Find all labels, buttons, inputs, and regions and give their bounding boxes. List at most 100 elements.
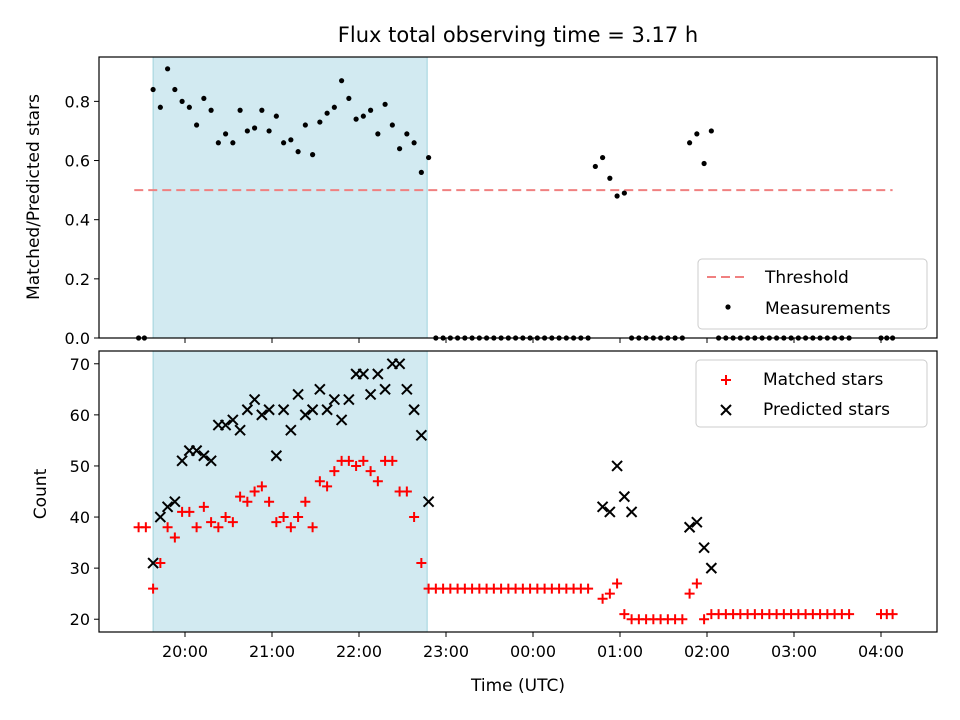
y-tick-label: 30 (70, 559, 90, 578)
predicted-star-point (393, 358, 406, 370)
matched-star-point (597, 593, 608, 604)
measurement-point (266, 128, 272, 134)
measurement-point (208, 107, 214, 113)
predicted-star-point (292, 388, 304, 401)
matched-star-point (416, 558, 427, 569)
matched-star-point (604, 588, 615, 599)
predicted-star-point (618, 490, 631, 503)
predicted-star-point (248, 393, 261, 406)
y-tick-label: 20 (70, 610, 90, 629)
measurement-point (687, 140, 693, 146)
matched-star-point (699, 614, 710, 625)
ratio-panel: 0.0 0.2 0.4 0.6 0.8 Threshold Measurements (65, 56, 938, 348)
measurement-point (194, 122, 200, 128)
predicted-star-point (263, 404, 275, 416)
predicted-star-point (227, 414, 239, 426)
measurement-point (592, 163, 598, 170)
predicted-star-point (596, 501, 609, 513)
predicted-star-point (256, 409, 268, 421)
matched-star-point (278, 512, 289, 523)
matched-star-point (227, 517, 238, 528)
legend-measurement-swatch (725, 304, 731, 310)
predicted-star-point (314, 383, 326, 396)
y-tick-label: 40 (70, 508, 90, 527)
matched-star-point (677, 614, 688, 625)
ratio-y-axis-label: Matched/Predicted stars (24, 94, 44, 300)
predicted-star-point (205, 455, 217, 467)
x-axis-label: Time (UTC) (470, 676, 565, 696)
measurement-point (157, 104, 163, 110)
measurement-point (259, 107, 265, 113)
measurement-point (607, 175, 613, 181)
matched-star-point (264, 496, 275, 507)
matched-star-point (887, 609, 898, 620)
legend-measurement-label: Measurements (765, 299, 891, 319)
matched-star-point (401, 486, 412, 497)
predicted-star-point (401, 383, 413, 396)
matched-star-point (307, 522, 318, 533)
matched-star-point (242, 496, 253, 507)
observing-span (152, 56, 428, 339)
x-tick-label: 23:00 (423, 642, 469, 661)
matched-star-point (198, 501, 209, 512)
predicted-star-point (705, 562, 718, 574)
y-tick-label: 0.4 (65, 211, 90, 230)
matched-star-point (169, 532, 180, 543)
measurement-point (382, 101, 388, 107)
x-tick-label: 21:00 (249, 642, 295, 661)
measurement-point (368, 107, 374, 113)
predicted-star-point (625, 506, 638, 518)
chart-title: Flux total observing time = 3.17 h (338, 23, 698, 47)
y-tick-label: 0.6 (65, 152, 90, 171)
predicted-star-point (698, 541, 710, 554)
measurement-point (150, 86, 156, 93)
measurement-point (252, 125, 258, 131)
measurement-point (346, 95, 352, 102)
measurement-point (281, 140, 287, 146)
y-tick-label: 70 (70, 355, 90, 374)
matched-star-point (387, 455, 398, 466)
predicted-star-point (408, 404, 420, 416)
legend-predicted-label: Predicted stars (763, 400, 890, 420)
matched-star-point (691, 578, 702, 589)
measurement-point (426, 154, 432, 161)
matched-star-point (372, 476, 383, 487)
legend-box (695, 359, 928, 428)
matched-star-point (583, 583, 594, 594)
matched-star-point (300, 496, 311, 507)
matched-star-point (148, 583, 159, 594)
measurement-point (621, 190, 627, 196)
matched-star-point (162, 522, 173, 533)
matched-star-point (365, 466, 376, 477)
measurement-point (179, 98, 185, 104)
x-tick-label: 04:00 (858, 642, 904, 661)
x-tick-label: 01:00 (597, 642, 643, 661)
measurement-point (215, 140, 221, 146)
matched-star-point (256, 481, 267, 492)
predicted-star-point (691, 516, 703, 528)
matched-star-point (619, 609, 630, 620)
predicted-star-point (379, 383, 391, 396)
predicted-star-point (683, 521, 696, 533)
x-tick-label: 00:00 (510, 642, 556, 661)
predicted-star-point (190, 444, 203, 457)
measurement-point (186, 104, 192, 110)
predicted-star-point (219, 419, 232, 431)
matched-star-point (140, 522, 151, 533)
matched-star-point (206, 517, 217, 528)
predicted-star-point (198, 450, 210, 462)
legend-matched-swatch (721, 375, 731, 385)
predicted-star-point (611, 460, 623, 472)
x-tick-label: 22:00 (336, 642, 382, 661)
measurement-point (375, 131, 381, 137)
count-panel: 20 30 40 50 60 70 20:00 21:00 22:00 23:00 00:00 01:… (70, 350, 938, 661)
matched-star-point (329, 466, 340, 477)
legend-predicted-swatch (720, 404, 732, 416)
measurement-point (360, 113, 366, 119)
matched-star-point (409, 512, 420, 523)
matched-star-point (249, 486, 260, 497)
measurement-point (288, 137, 294, 143)
measurement-point (694, 131, 700, 137)
measurement-point (404, 131, 410, 137)
predicted-star-point (306, 404, 319, 416)
